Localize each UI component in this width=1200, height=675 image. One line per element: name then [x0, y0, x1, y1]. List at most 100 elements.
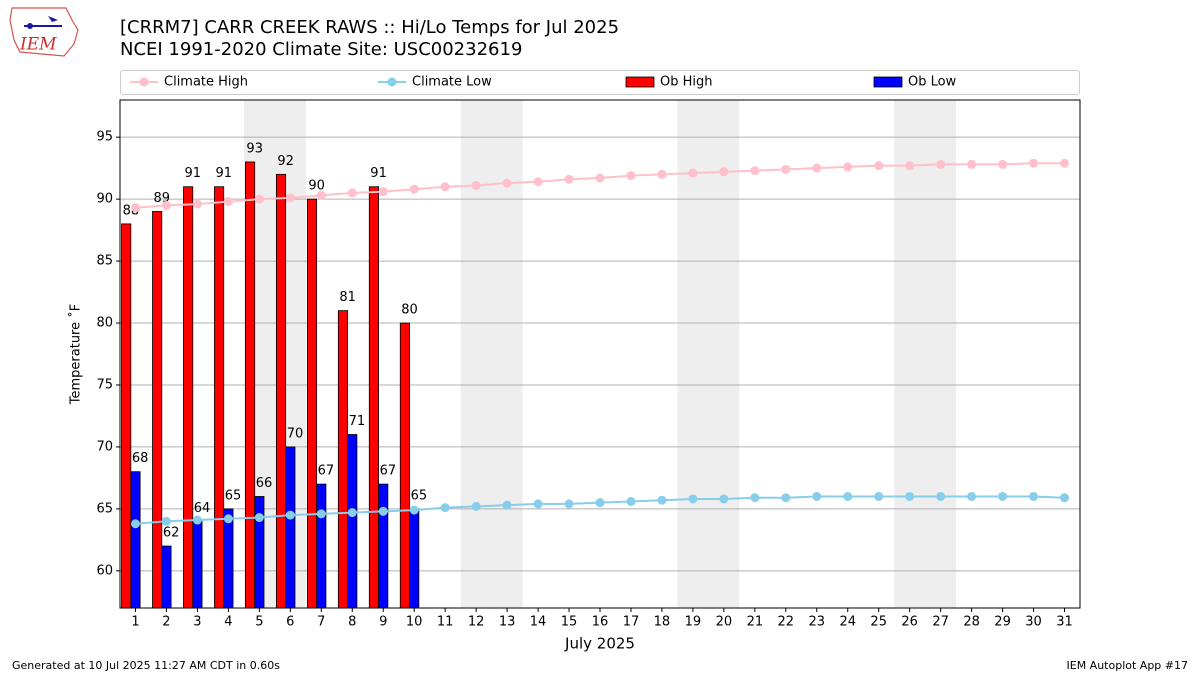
bar	[368, 186, 379, 609]
data-label: 65	[411, 488, 428, 503]
y-tick-label: 80	[96, 316, 113, 331]
point	[812, 491, 822, 501]
point	[347, 508, 357, 518]
point	[719, 167, 729, 177]
y-tick-label: 90	[96, 192, 113, 207]
point	[409, 184, 419, 194]
point	[998, 159, 1008, 169]
legend-label: Ob Low	[908, 75, 957, 90]
bar	[337, 310, 349, 609]
legend-box	[120, 70, 1080, 95]
point	[471, 501, 481, 511]
x-tick-label: 2	[162, 615, 170, 630]
data-label: 70	[287, 426, 304, 441]
bar	[399, 322, 410, 609]
y-tick-label: 75	[96, 377, 113, 392]
point	[316, 190, 326, 200]
point	[595, 173, 605, 183]
bar	[214, 186, 225, 609]
data-label: 91	[185, 166, 202, 181]
point	[502, 500, 512, 510]
y-tick-label: 85	[96, 254, 113, 269]
x-tick-label: 29	[994, 615, 1011, 630]
point	[1060, 493, 1070, 503]
footer-right: IEM Autoplot App #17	[1067, 659, 1189, 672]
data-label: 67	[380, 464, 397, 479]
x-tick-label: 14	[530, 615, 547, 630]
x-tick-label: 23	[809, 615, 826, 630]
point	[936, 491, 946, 501]
weekend-shade	[677, 100, 740, 608]
x-tick-label: 5	[255, 615, 263, 630]
point	[1029, 491, 1039, 501]
point	[874, 161, 884, 171]
chart-subtitle: NCEI 1991-2020 Climate Site: USC00232619	[120, 39, 522, 60]
point	[626, 496, 636, 506]
bar	[409, 508, 420, 609]
point	[874, 491, 884, 501]
legend-label: Climate High	[164, 75, 248, 90]
point	[192, 515, 202, 525]
bar	[192, 520, 203, 609]
point	[564, 174, 574, 184]
x-tick-label: 26	[901, 615, 918, 630]
x-tick-label: 13	[499, 615, 516, 630]
x-tick-label: 18	[654, 615, 671, 630]
x-tick-label: 9	[379, 615, 387, 630]
point	[409, 505, 419, 515]
y-tick-label: 60	[96, 563, 113, 578]
x-tick-label: 10	[406, 615, 423, 630]
chart-title: [CRRM7] CARR CREEK RAWS :: Hi/Lo Temps f…	[120, 17, 619, 38]
x-tick-label: 30	[1025, 615, 1042, 630]
point	[998, 491, 1008, 501]
point	[1029, 158, 1039, 168]
x-tick-label: 6	[286, 615, 294, 630]
x-tick-label: 28	[963, 615, 980, 630]
point	[223, 197, 233, 207]
x-tick-label: 21	[747, 615, 764, 630]
data-label: 68	[132, 451, 149, 466]
bar	[306, 198, 318, 609]
point	[285, 193, 295, 203]
x-tick-label: 16	[592, 615, 609, 630]
data-label: 90	[308, 179, 325, 194]
logo-text: IEM	[19, 35, 57, 55]
bar	[183, 186, 194, 609]
point	[688, 168, 698, 178]
point	[812, 163, 822, 173]
legend-swatch	[873, 76, 903, 88]
point	[130, 203, 140, 213]
point	[223, 514, 233, 524]
data-label: 65	[225, 488, 242, 503]
point	[316, 509, 326, 519]
x-tick-label: 3	[193, 615, 201, 630]
legend-marker	[139, 77, 149, 87]
x-tick-label: 8	[348, 615, 356, 630]
bar	[285, 446, 296, 609]
point	[626, 171, 636, 181]
bar	[121, 223, 132, 609]
data-label: 80	[401, 303, 418, 318]
weekend-shade	[460, 100, 523, 608]
point	[254, 194, 264, 204]
y-tick-label: 95	[96, 130, 113, 145]
point	[502, 178, 512, 188]
data-label: 91	[370, 166, 387, 181]
x-tick-label: 15	[561, 615, 578, 630]
point	[440, 503, 450, 513]
point	[967, 159, 977, 169]
x-tick-label: 24	[839, 615, 856, 630]
bar	[378, 483, 389, 609]
point	[657, 495, 667, 505]
point	[130, 519, 140, 529]
data-label: 64	[194, 501, 211, 516]
bar	[316, 483, 327, 609]
x-tick-label: 4	[224, 615, 232, 630]
footer-left: Generated at 10 Jul 2025 11:27 AM CDT in…	[12, 659, 280, 672]
legend-marker	[387, 77, 397, 87]
point	[1060, 158, 1070, 168]
point	[378, 187, 388, 197]
y-tick-label: 70	[96, 439, 113, 454]
point	[285, 510, 295, 520]
weekend-shade	[894, 100, 957, 608]
